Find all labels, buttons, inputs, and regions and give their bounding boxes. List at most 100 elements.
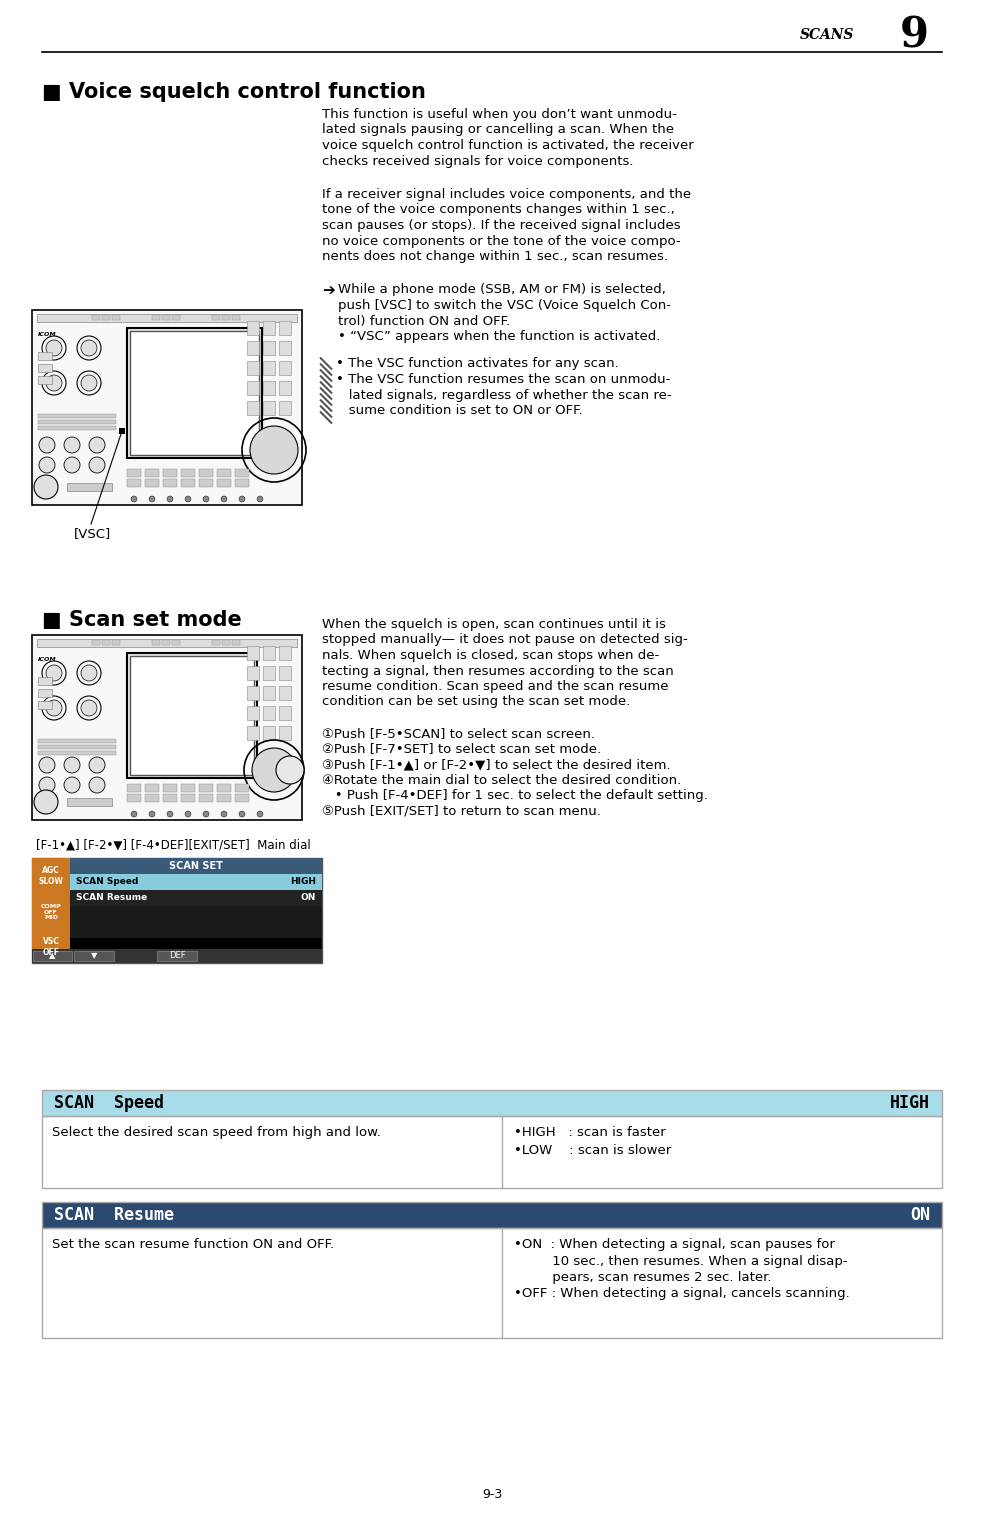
- Bar: [279, 362, 291, 375]
- Bar: [42, 1227, 942, 1338]
- Bar: [235, 784, 249, 791]
- Circle shape: [64, 778, 80, 793]
- Text: ICOM: ICOM: [38, 658, 57, 662]
- Bar: [247, 381, 259, 395]
- Bar: [279, 665, 291, 681]
- Text: ④Rotate the main dial to select the desired condition.: ④Rotate the main dial to select the desi…: [322, 773, 681, 787]
- Text: ICOM: ICOM: [38, 333, 57, 337]
- Bar: [32, 310, 302, 504]
- Circle shape: [64, 756, 80, 773]
- Bar: [38, 740, 116, 743]
- Bar: [163, 469, 177, 477]
- Text: ➔: ➔: [322, 284, 335, 299]
- Circle shape: [167, 497, 173, 501]
- Bar: [162, 314, 170, 321]
- Bar: [263, 726, 275, 740]
- Bar: [112, 639, 120, 646]
- Text: •HIGH   : scan is faster: •HIGH : scan is faster: [514, 1126, 666, 1139]
- Bar: [263, 706, 275, 720]
- Bar: [70, 890, 322, 905]
- Bar: [130, 656, 254, 775]
- Text: • The VSC function resumes the scan on unmodu-: • The VSC function resumes the scan on u…: [336, 374, 670, 386]
- Bar: [38, 750, 116, 755]
- Text: pears, scan resumes 2 sec. later.: pears, scan resumes 2 sec. later.: [514, 1271, 771, 1284]
- Bar: [42, 1091, 942, 1116]
- Circle shape: [89, 437, 105, 453]
- Text: • “VSC” appears when the function is activated.: • “VSC” appears when the function is act…: [338, 330, 660, 343]
- Text: While a phone mode (SSB, AM or FM) is selected,: While a phone mode (SSB, AM or FM) is se…: [338, 284, 666, 296]
- Bar: [70, 858, 322, 873]
- Circle shape: [89, 457, 105, 472]
- Bar: [145, 794, 159, 802]
- Bar: [38, 352, 52, 360]
- Text: no voice components or the tone of the voice compo-: no voice components or the tone of the v…: [322, 234, 681, 248]
- Bar: [279, 706, 291, 720]
- Text: ③Push [F-1•▲] or [F-2•▼] to select the desired item.: ③Push [F-1•▲] or [F-2•▼] to select the d…: [322, 758, 671, 772]
- Text: DEF: DEF: [168, 951, 185, 960]
- Bar: [263, 381, 275, 395]
- Bar: [38, 419, 116, 424]
- Bar: [127, 469, 141, 477]
- Bar: [32, 635, 302, 820]
- Bar: [181, 469, 195, 477]
- Bar: [199, 794, 213, 802]
- Bar: [92, 639, 100, 646]
- Bar: [127, 328, 262, 459]
- Bar: [217, 478, 231, 488]
- Bar: [32, 858, 322, 963]
- Bar: [38, 700, 52, 709]
- Bar: [67, 483, 112, 491]
- Bar: [145, 469, 159, 477]
- Bar: [199, 469, 213, 477]
- Circle shape: [39, 457, 55, 472]
- Text: HIGH: HIGH: [890, 1094, 930, 1112]
- Text: voice squelch control function is activated, the receiver: voice squelch control function is activa…: [322, 140, 694, 152]
- Text: ▲: ▲: [49, 951, 56, 960]
- Text: Set the scan resume function ON and OFF.: Set the scan resume function ON and OFF.: [52, 1238, 335, 1252]
- Bar: [38, 677, 52, 685]
- Bar: [70, 922, 322, 939]
- Circle shape: [89, 756, 105, 773]
- Bar: [181, 784, 195, 791]
- Bar: [102, 639, 110, 646]
- Bar: [70, 873, 322, 890]
- Text: SCAN  Resume: SCAN Resume: [54, 1206, 174, 1224]
- Text: ON: ON: [910, 1206, 930, 1224]
- Text: ON: ON: [301, 893, 316, 902]
- Text: checks received signals for voice components.: checks received signals for voice compon…: [322, 155, 634, 167]
- Bar: [235, 469, 249, 477]
- Bar: [37, 639, 297, 647]
- Bar: [247, 646, 259, 659]
- Bar: [279, 321, 291, 336]
- Bar: [235, 478, 249, 488]
- Bar: [38, 377, 52, 384]
- Bar: [127, 478, 141, 488]
- Circle shape: [131, 811, 137, 817]
- Bar: [42, 1202, 942, 1227]
- Circle shape: [46, 375, 62, 390]
- Text: SCAN Resume: SCAN Resume: [76, 893, 148, 902]
- Bar: [279, 381, 291, 395]
- Bar: [127, 653, 257, 778]
- Circle shape: [257, 497, 263, 501]
- Bar: [232, 314, 240, 321]
- Text: 10 sec., then resumes. When a signal disap-: 10 sec., then resumes. When a signal dis…: [514, 1255, 847, 1267]
- Circle shape: [46, 340, 62, 355]
- Bar: [163, 784, 177, 791]
- Bar: [263, 340, 275, 355]
- Text: [F-1•▲] [F-2•▼] [F-4•DEF][EXIT/SET]  Main dial: [F-1•▲] [F-2•▼] [F-4•DEF][EXIT/SET] Main…: [36, 838, 311, 851]
- Bar: [217, 794, 231, 802]
- Text: 9: 9: [900, 14, 929, 56]
- Bar: [32, 930, 70, 963]
- Bar: [152, 639, 160, 646]
- Bar: [279, 401, 291, 415]
- Bar: [217, 784, 231, 791]
- Text: Select the desired scan speed from high and low.: Select the desired scan speed from high …: [52, 1126, 381, 1139]
- Bar: [119, 428, 125, 434]
- Bar: [263, 665, 275, 681]
- Bar: [38, 690, 52, 697]
- Text: • The VSC function activates for any scan.: • The VSC function activates for any sca…: [336, 357, 619, 371]
- Text: stopped manually— it does not pause on detected sig-: stopped manually— it does not pause on d…: [322, 633, 688, 647]
- Text: ②Push [F-7•SET] to select scan set mode.: ②Push [F-7•SET] to select scan set mode.: [322, 743, 601, 755]
- Bar: [163, 478, 177, 488]
